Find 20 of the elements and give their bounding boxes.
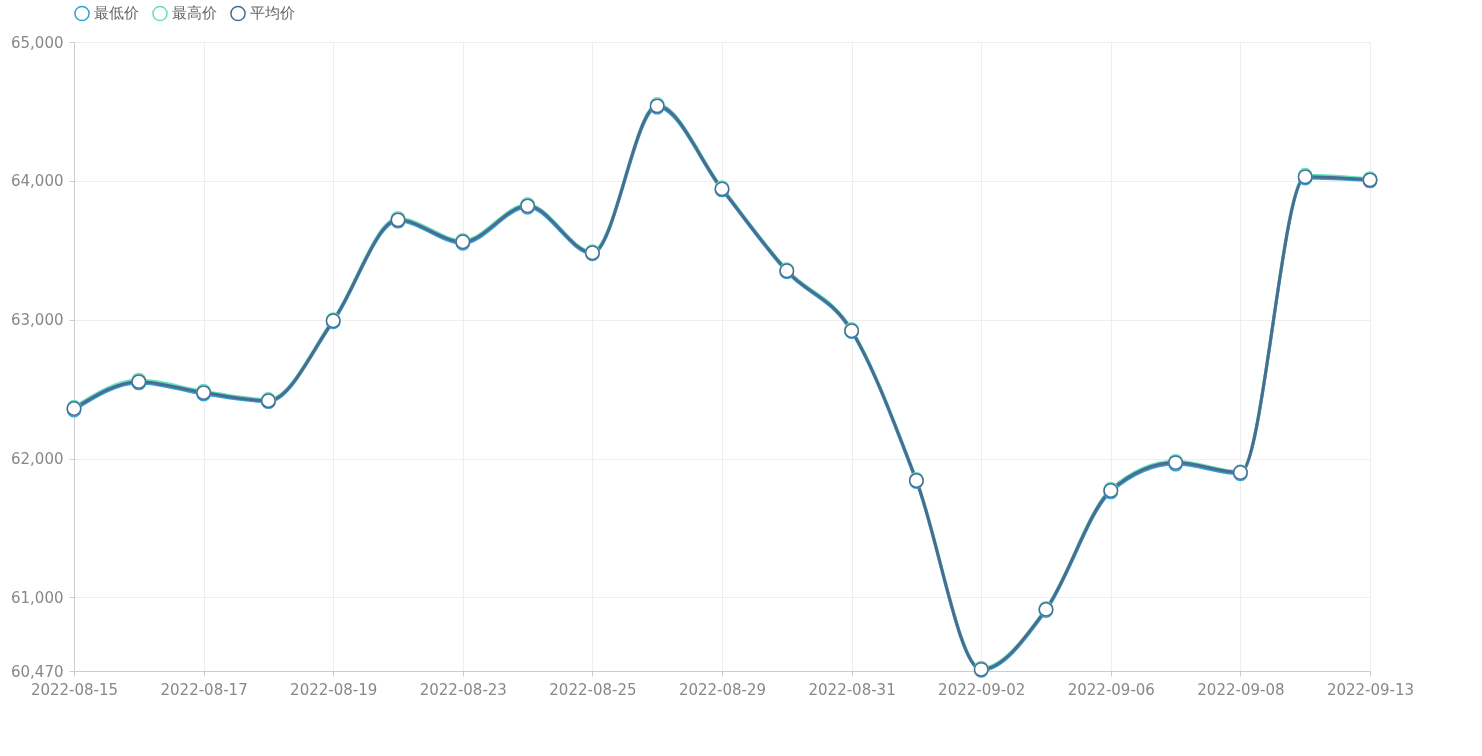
x-tick-label: 2022-08-19 xyxy=(290,680,378,699)
legend-label: 最低价 xyxy=(94,4,139,23)
legend-label: 平均价 xyxy=(250,4,295,23)
x-tick-label: 2022-08-23 xyxy=(419,680,507,699)
y-tick-label: 64,000 xyxy=(11,172,64,191)
y-tick-label: 63,000 xyxy=(11,311,64,330)
x-tick-label: 2022-09-02 xyxy=(938,680,1026,699)
x-tick-label: 2022-08-25 xyxy=(549,680,637,699)
x-tick-label: 2022-09-08 xyxy=(1197,680,1285,699)
y-tick-label: 62,000 xyxy=(11,450,64,469)
x-tick-label: 2022-09-06 xyxy=(1067,680,1155,699)
legend-label: 最高价 xyxy=(172,4,217,23)
x-tick-label: 2022-08-17 xyxy=(160,680,248,699)
y-tick-label: 65,000 xyxy=(11,33,64,52)
x-tick-label: 2022-08-15 xyxy=(30,680,119,699)
y-tick-label: 61,000 xyxy=(11,588,64,607)
x-tick-label: 2022-09-13 xyxy=(1326,680,1415,699)
y-tick-label: 60,470 xyxy=(11,662,64,681)
x-tick-label: 2022-08-31 xyxy=(808,680,896,699)
x-tick-label: 2022-08-29 xyxy=(678,680,767,699)
